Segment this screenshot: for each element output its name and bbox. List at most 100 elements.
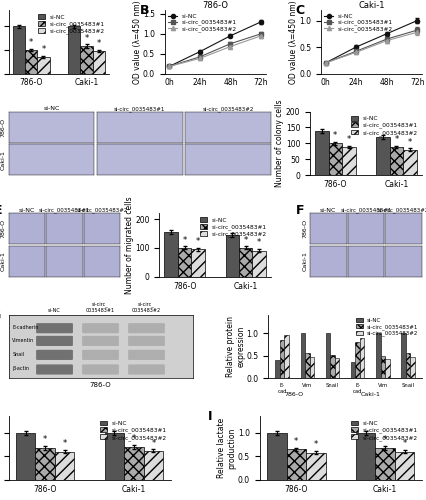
Bar [25, 50, 37, 74]
Bar [55, 452, 75, 480]
Title: si-circ_0035483#2: si-circ_0035483#2 [76, 208, 128, 213]
Y-axis label: Caki-1: Caki-1 [302, 252, 307, 271]
Legend: si-NC, si-circ_0035483#1, si-circ_0035483#2: si-NC, si-circ_0035483#1, si-circ_003548… [350, 114, 419, 137]
Legend: si-NC, si-circ_0035483#1, si-circ_0035483#2: si-NC, si-circ_0035483#1, si-circ_003548… [37, 13, 106, 36]
Text: si-circ_
0035483#2: si-circ_ 0035483#2 [132, 302, 161, 313]
Legend: si-NC, si-circ_0035483#1, si-circ_0035483#2: si-NC, si-circ_0035483#1, si-circ_003548… [168, 13, 237, 32]
FancyBboxPatch shape [128, 323, 165, 334]
Bar [305, 354, 310, 378]
Text: β-actin: β-actin [12, 366, 29, 372]
Bar [225, 235, 239, 277]
Bar [280, 340, 285, 378]
Title: si-circ_0035483#1: si-circ_0035483#1 [114, 106, 165, 112]
Bar [356, 433, 375, 480]
Bar [376, 137, 390, 175]
Bar [406, 354, 410, 378]
Bar [315, 130, 328, 175]
Text: Vimentin: Vimentin [12, 338, 35, 343]
Text: Snail: Snail [12, 352, 24, 356]
Bar [375, 448, 395, 480]
Text: *: * [196, 237, 200, 246]
Bar [267, 433, 287, 480]
Y-axis label: OD value (λ=450 nm): OD value (λ=450 nm) [132, 0, 141, 84]
Text: *: * [394, 135, 399, 144]
Bar [355, 342, 360, 378]
Bar [326, 333, 330, 378]
Y-axis label: Relative protein
expression: Relative protein expression [226, 316, 245, 377]
Bar [35, 448, 55, 480]
Text: *: * [383, 435, 387, 444]
Bar [342, 147, 356, 175]
Bar [105, 433, 124, 480]
Title: si-circ_0035483#1: si-circ_0035483#1 [39, 208, 90, 213]
Text: *: * [403, 440, 407, 448]
Bar [124, 447, 144, 480]
Text: *: * [63, 440, 67, 448]
FancyBboxPatch shape [128, 336, 165, 346]
Bar [144, 451, 163, 480]
Bar [328, 144, 342, 175]
Bar [300, 333, 305, 378]
Bar [380, 356, 385, 378]
FancyBboxPatch shape [128, 364, 165, 374]
Y-axis label: 786-O: 786-O [302, 219, 307, 238]
Bar [351, 362, 355, 378]
Bar [287, 450, 306, 480]
Title: si-circ_0035483#2: si-circ_0035483#2 [378, 208, 426, 213]
Text: E-cadherin: E-cadherin [12, 325, 39, 330]
Text: *: * [244, 236, 248, 244]
Y-axis label: Number of colony cells: Number of colony cells [276, 100, 285, 187]
FancyBboxPatch shape [82, 350, 119, 360]
Legend: si-NC, si-circ_0035483#1, si-circ_0035483#2: si-NC, si-circ_0035483#1, si-circ_003548… [350, 420, 419, 442]
Text: si-NC: si-NC [48, 308, 61, 313]
Y-axis label: 786-O: 786-O [1, 118, 6, 137]
Text: *: * [257, 238, 261, 248]
Bar [306, 452, 325, 480]
Bar [401, 333, 406, 378]
Text: E: E [0, 204, 3, 217]
Title: si-circ_0035483#1: si-circ_0035483#1 [340, 208, 391, 213]
Bar [285, 336, 289, 378]
Bar [360, 338, 365, 378]
Text: Caki-1: Caki-1 [361, 392, 380, 398]
Y-axis label: OD value (λ=450 nm): OD value (λ=450 nm) [289, 0, 298, 84]
Y-axis label: Caki-1: Caki-1 [1, 150, 6, 170]
Title: si-NC: si-NC [320, 208, 337, 213]
Text: 786-O: 786-O [90, 382, 111, 388]
Y-axis label: Relative lactate
production: Relative lactate production [217, 418, 236, 478]
Text: *: * [132, 434, 136, 444]
Y-axis label: Caki-1: Caki-1 [1, 252, 6, 271]
Text: 786-O: 786-O [285, 392, 304, 398]
Bar [37, 57, 49, 74]
Title: si-circ_0035483#2: si-circ_0035483#2 [202, 106, 254, 112]
Y-axis label: Number of migrated cells: Number of migrated cells [125, 196, 134, 294]
Text: *: * [84, 34, 89, 43]
Bar [92, 51, 105, 74]
Text: *: * [408, 138, 412, 146]
Bar [385, 360, 390, 378]
FancyBboxPatch shape [36, 323, 73, 334]
Text: *: * [314, 440, 318, 450]
FancyBboxPatch shape [82, 336, 119, 346]
FancyBboxPatch shape [82, 323, 119, 334]
Title: si-NC: si-NC [19, 208, 35, 213]
Text: *: * [333, 131, 337, 140]
Text: *: * [151, 438, 155, 448]
Bar [239, 248, 253, 277]
Bar [191, 250, 205, 277]
Bar [335, 358, 339, 378]
Text: *: * [29, 38, 33, 47]
Text: C: C [296, 4, 305, 16]
Bar [68, 26, 81, 74]
Bar [16, 433, 35, 480]
Text: *: * [294, 436, 299, 446]
Title: Caki-1: Caki-1 [358, 1, 385, 10]
Bar [13, 26, 25, 74]
Bar [253, 251, 266, 277]
Text: *: * [347, 135, 351, 144]
Bar [164, 232, 178, 277]
Legend: si-NC, si-circ_0035483#1, si-circ_0035483#2: si-NC, si-circ_0035483#1, si-circ_003548… [199, 216, 268, 238]
Bar [403, 150, 417, 175]
Legend: si-NC, si-circ_0035483#1, si-circ_0035483#2: si-NC, si-circ_0035483#1, si-circ_003548… [356, 318, 419, 337]
Text: *: * [182, 236, 187, 244]
